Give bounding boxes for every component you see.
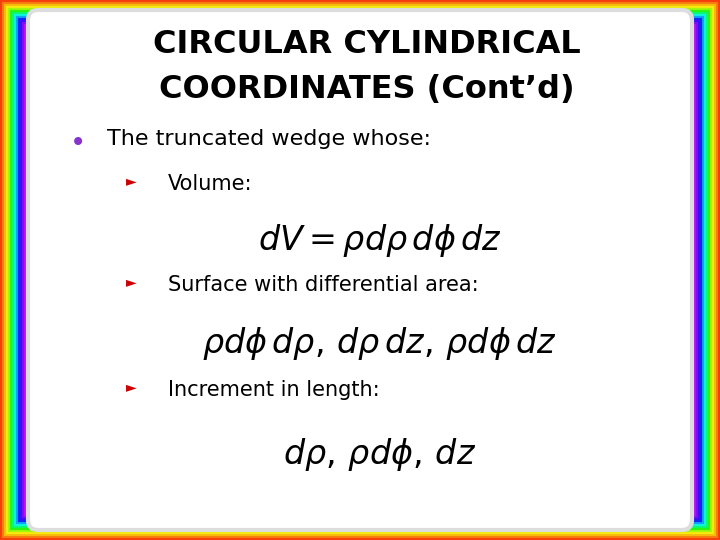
Text: ►: ► [127,380,137,394]
Text: Increment in length:: Increment in length: [168,380,379,400]
Text: CIRCULAR CYLINDRICAL: CIRCULAR CYLINDRICAL [153,29,581,60]
Bar [30,30,690,510]
Text: Volume:: Volume: [168,174,252,194]
Text: ►: ► [127,174,137,188]
FancyBboxPatch shape [28,10,692,530]
Text: The truncated wedge whose:: The truncated wedge whose: [107,129,431,149]
Text: $d\rho,\, \rho d\phi,\, dz$: $d\rho,\, \rho d\phi,\, dz$ [283,436,477,472]
Text: •: • [69,129,86,157]
Bar [28,28,692,512]
Text: ►: ► [127,275,137,289]
Text: $dV = \rho d\rho\, d\phi\, dz$: $dV = \rho d\rho\, d\phi\, dz$ [258,222,502,259]
Text: COORDINATES (Cont’d): COORDINATES (Cont’d) [159,74,575,105]
Text: Surface with differential area:: Surface with differential area: [168,275,478,295]
Text: $\rho d\phi\, d\rho,\, d\rho\, dz,\, \rho d\phi\, dz$: $\rho d\phi\, d\rho,\, d\rho\, dz,\, \rh… [202,325,557,362]
